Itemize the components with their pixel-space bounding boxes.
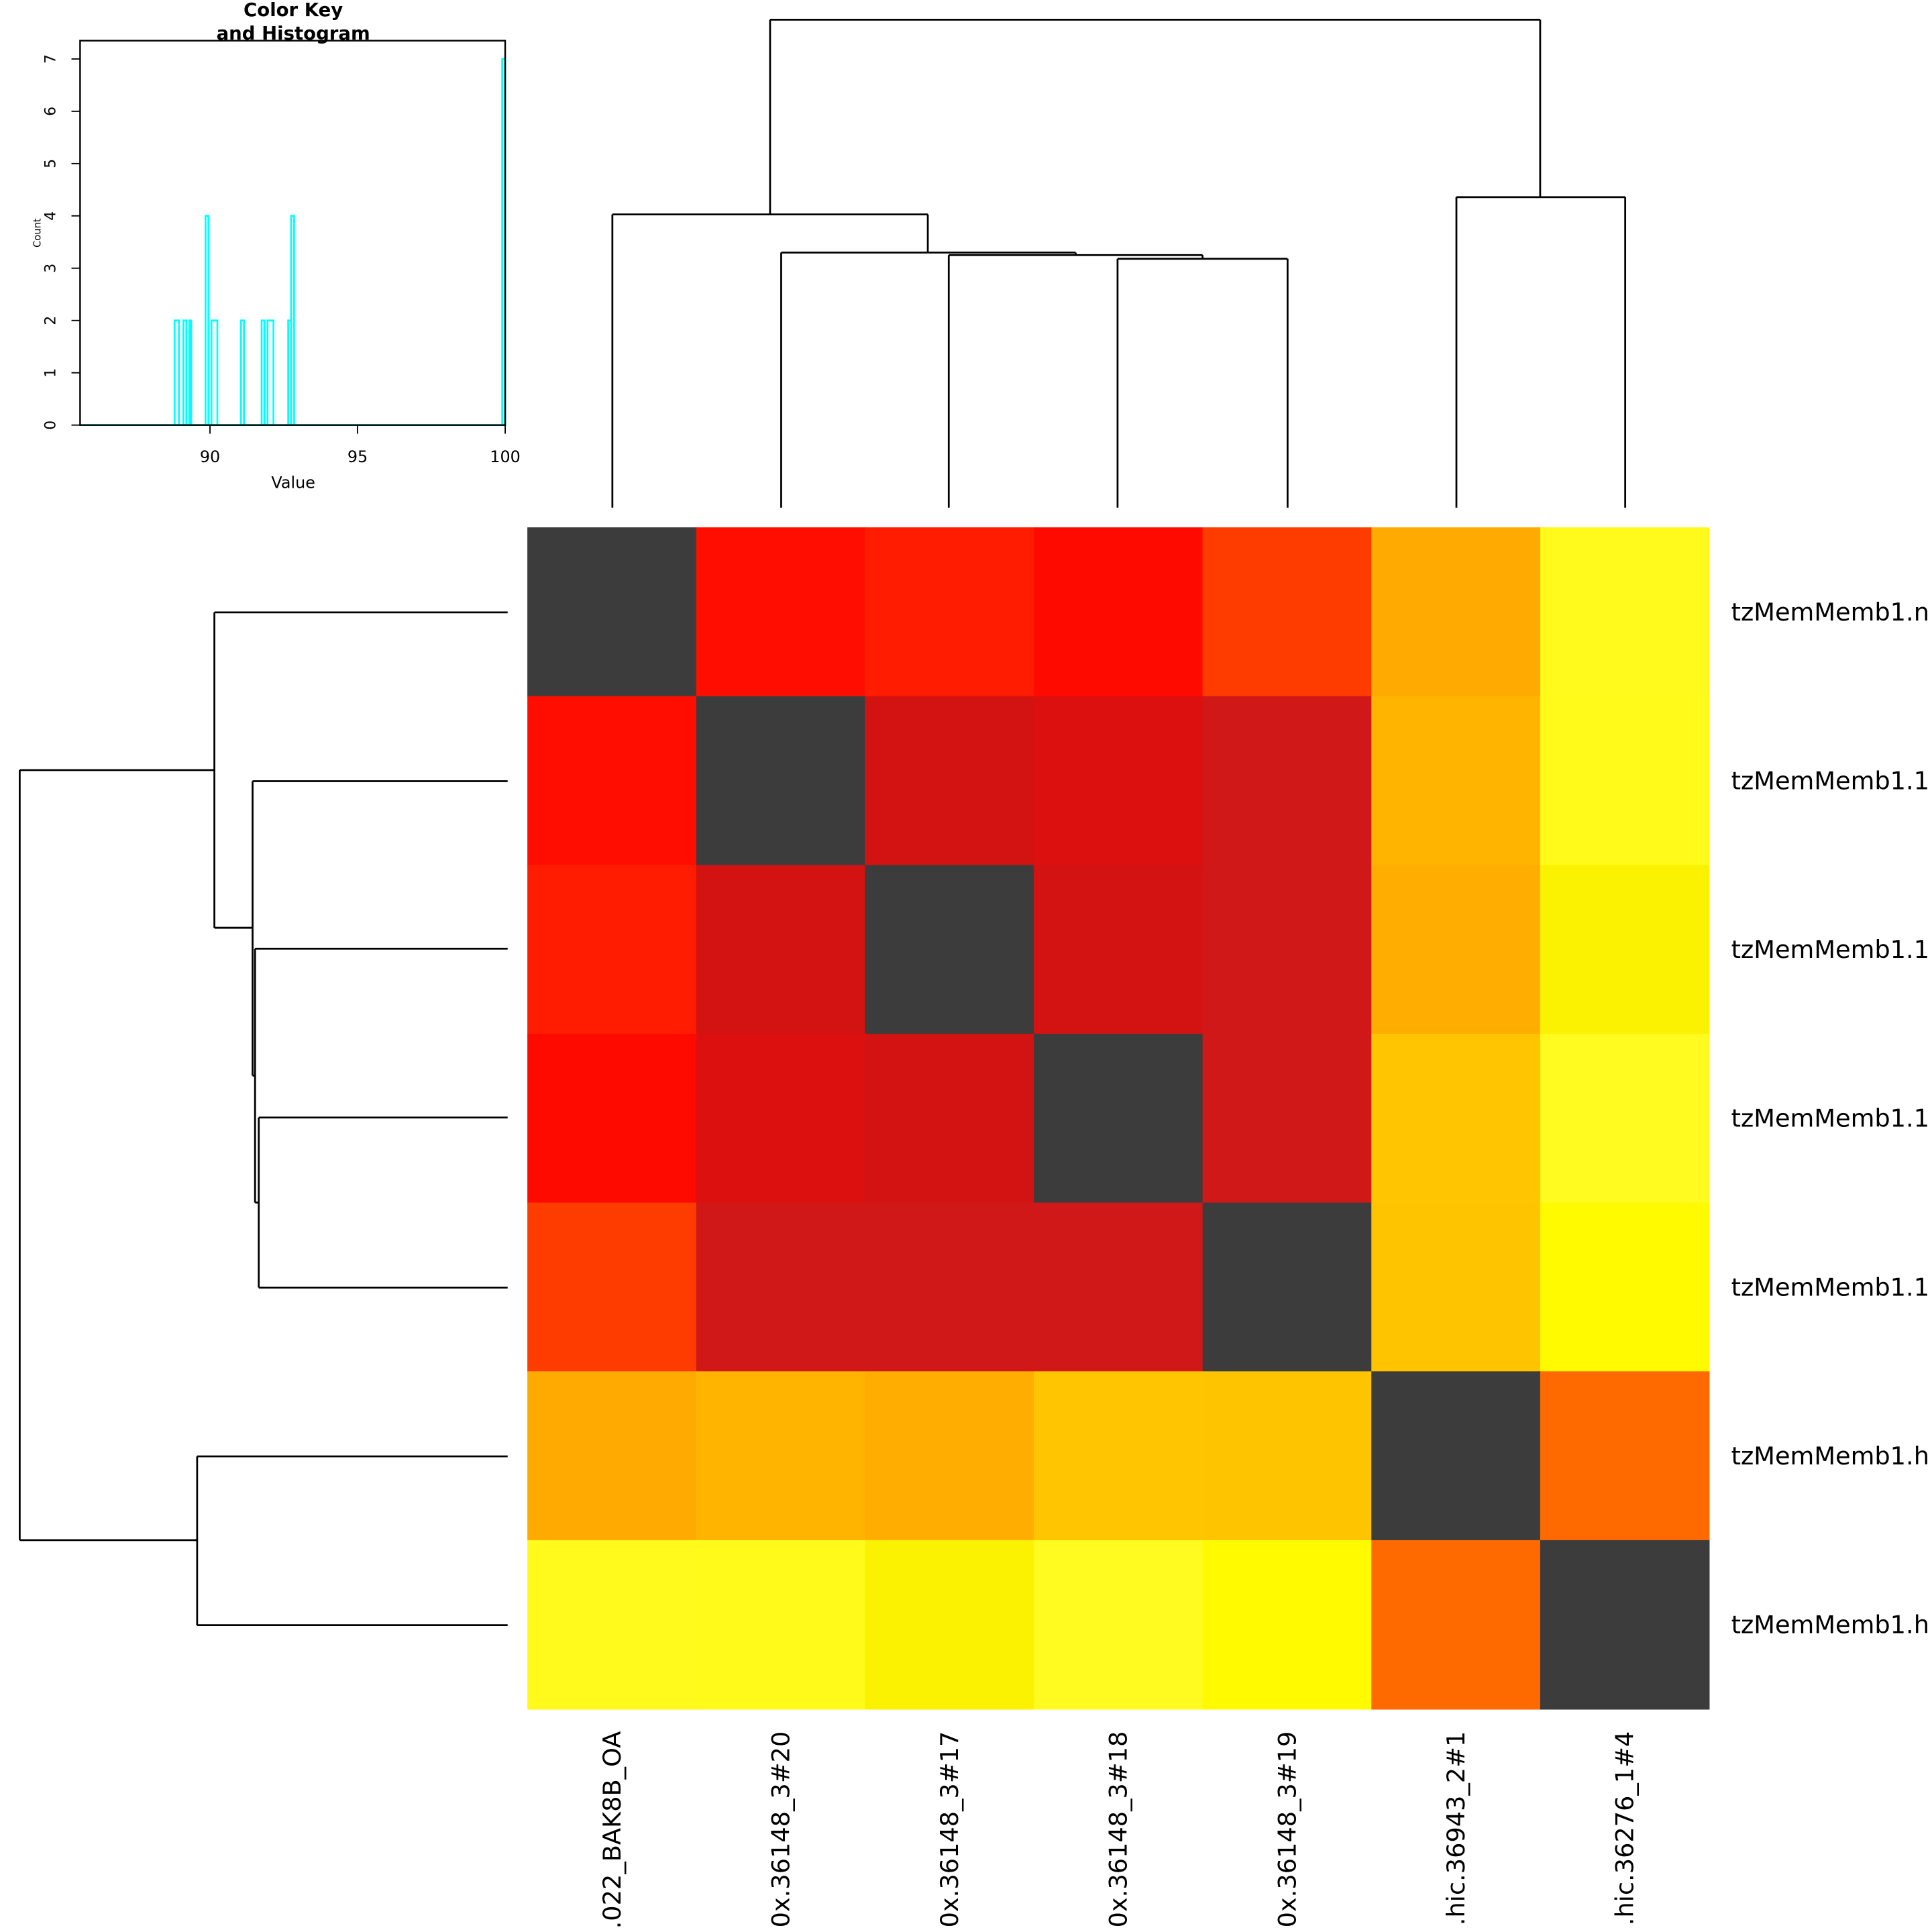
histogram-bar — [173, 319, 180, 427]
heatmap-cell — [1034, 696, 1203, 866]
heatmap-cell — [1202, 696, 1373, 866]
x-tick-label: 90 — [200, 447, 220, 466]
heatmap-cell — [1371, 1371, 1541, 1541]
column-label: 0x.36148_3#20 — [766, 1731, 795, 1928]
heatmap-cell — [865, 1202, 1034, 1373]
column-label: .022_BAK8B_OA — [598, 1731, 627, 1929]
heatmap-cell — [865, 1540, 1034, 1710]
row-label: tzMemMemb1.h — [1731, 1442, 1929, 1470]
heatmap-cell — [1540, 865, 1710, 1034]
heatmap-cell — [696, 1034, 866, 1203]
heatmap-cell — [1034, 1371, 1203, 1541]
y-tick-label: 5 — [43, 159, 60, 168]
heatmap-cell — [527, 1202, 697, 1373]
heatmap-cell — [527, 696, 697, 866]
column-label: 0x.36148_3#18 — [1104, 1731, 1133, 1928]
heatmap-cell — [696, 696, 866, 866]
heatmap-cell — [1034, 1540, 1203, 1710]
histogram-bar — [182, 319, 188, 427]
heatmap-cell — [1540, 696, 1710, 866]
x-axis-label: Value — [271, 473, 315, 492]
row-dendrogram — [19, 611, 508, 1627]
heatmap-cell — [1540, 1371, 1710, 1541]
heatmap-cell — [1540, 527, 1710, 697]
heatmap-cell — [1202, 527, 1373, 697]
row-label: tzMemMemb1.1 — [1731, 935, 1929, 964]
histogram-bar — [188, 319, 193, 427]
key-title: Color Key — [244, 0, 343, 21]
heatmap-cell — [1371, 527, 1541, 697]
y-tick-label: 2 — [43, 316, 60, 325]
heatmap-cell — [1034, 1034, 1203, 1203]
heatmap-cell — [527, 1034, 697, 1203]
heatmap-cell — [865, 1371, 1034, 1541]
y-tick-label: 1 — [43, 368, 60, 378]
heatmap-cell — [1371, 1202, 1541, 1373]
heatmap-cell — [696, 865, 866, 1034]
heatmap-cell — [1540, 1540, 1710, 1710]
heatmap-cell — [1202, 1202, 1373, 1373]
histogram-bar — [266, 319, 274, 427]
column-label: 0x.36148_3#17 — [935, 1731, 964, 1928]
heatmap-cell — [865, 527, 1034, 697]
heatmap-cell — [527, 1540, 697, 1710]
y-tick-label: 7 — [43, 54, 60, 64]
y-tick-label: 0 — [43, 421, 60, 430]
histogram-bar — [290, 215, 295, 427]
y-axis-label: Count — [32, 218, 44, 248]
heatmap-cell — [865, 696, 1034, 866]
row-label: tzMemMemb1.n — [1731, 598, 1929, 627]
histogram-bar — [205, 215, 210, 427]
y-tick-label: 4 — [43, 211, 60, 221]
row-label: tzMemMemb1.1 — [1731, 1104, 1929, 1133]
column-label: .hic.36943_2#1 — [1442, 1731, 1470, 1926]
heatmap-cell — [1202, 1034, 1373, 1203]
heatmap-cell — [696, 1371, 866, 1541]
heatmap-cell — [1540, 1034, 1710, 1203]
heatmap-cell — [696, 1540, 866, 1710]
x-tick-label: 100 — [490, 447, 521, 466]
heatmap-cell — [696, 527, 866, 697]
y-tick-label: 3 — [43, 264, 60, 273]
heatmap-cell — [696, 1202, 866, 1373]
column-dendrogram — [611, 19, 1627, 508]
row-label: tzMemMemb1.1 — [1731, 1273, 1929, 1301]
heatmap-cell — [1371, 696, 1541, 866]
heatmap-cell — [1034, 527, 1203, 697]
x-tick-label: 95 — [347, 447, 368, 466]
heatmap-cell — [1540, 1202, 1710, 1373]
histogram-bar — [210, 319, 219, 427]
y-tick-label: 6 — [43, 107, 60, 116]
heatmap-cell — [865, 865, 1034, 1034]
heatmap-cell — [527, 865, 697, 1034]
row-label: tzMemMemb1.h — [1731, 1611, 1929, 1640]
heatmap-cell — [865, 1034, 1034, 1203]
row-label: tzMemMemb1.1 — [1731, 766, 1929, 795]
heatmap-cell — [1202, 1540, 1373, 1710]
heatmap-cell — [1034, 865, 1203, 1034]
histogram-bar — [260, 319, 266, 427]
column-label: 0x.36148_3#19 — [1273, 1731, 1301, 1928]
heatmap-cell — [1202, 1371, 1373, 1541]
heatmap-cell — [1034, 1202, 1203, 1373]
heatmap-cell — [1202, 865, 1373, 1034]
heatmap-cell — [527, 527, 697, 697]
plot-frame — [79, 40, 506, 426]
heatmap-cell — [527, 1371, 697, 1541]
column-label: .hic.36276_1#4 — [1611, 1731, 1640, 1926]
heatmap-cell — [1371, 865, 1541, 1034]
histogram-bar — [239, 319, 245, 427]
heatmap-cell — [1371, 1540, 1541, 1710]
heatmap-cell — [1371, 1034, 1541, 1203]
